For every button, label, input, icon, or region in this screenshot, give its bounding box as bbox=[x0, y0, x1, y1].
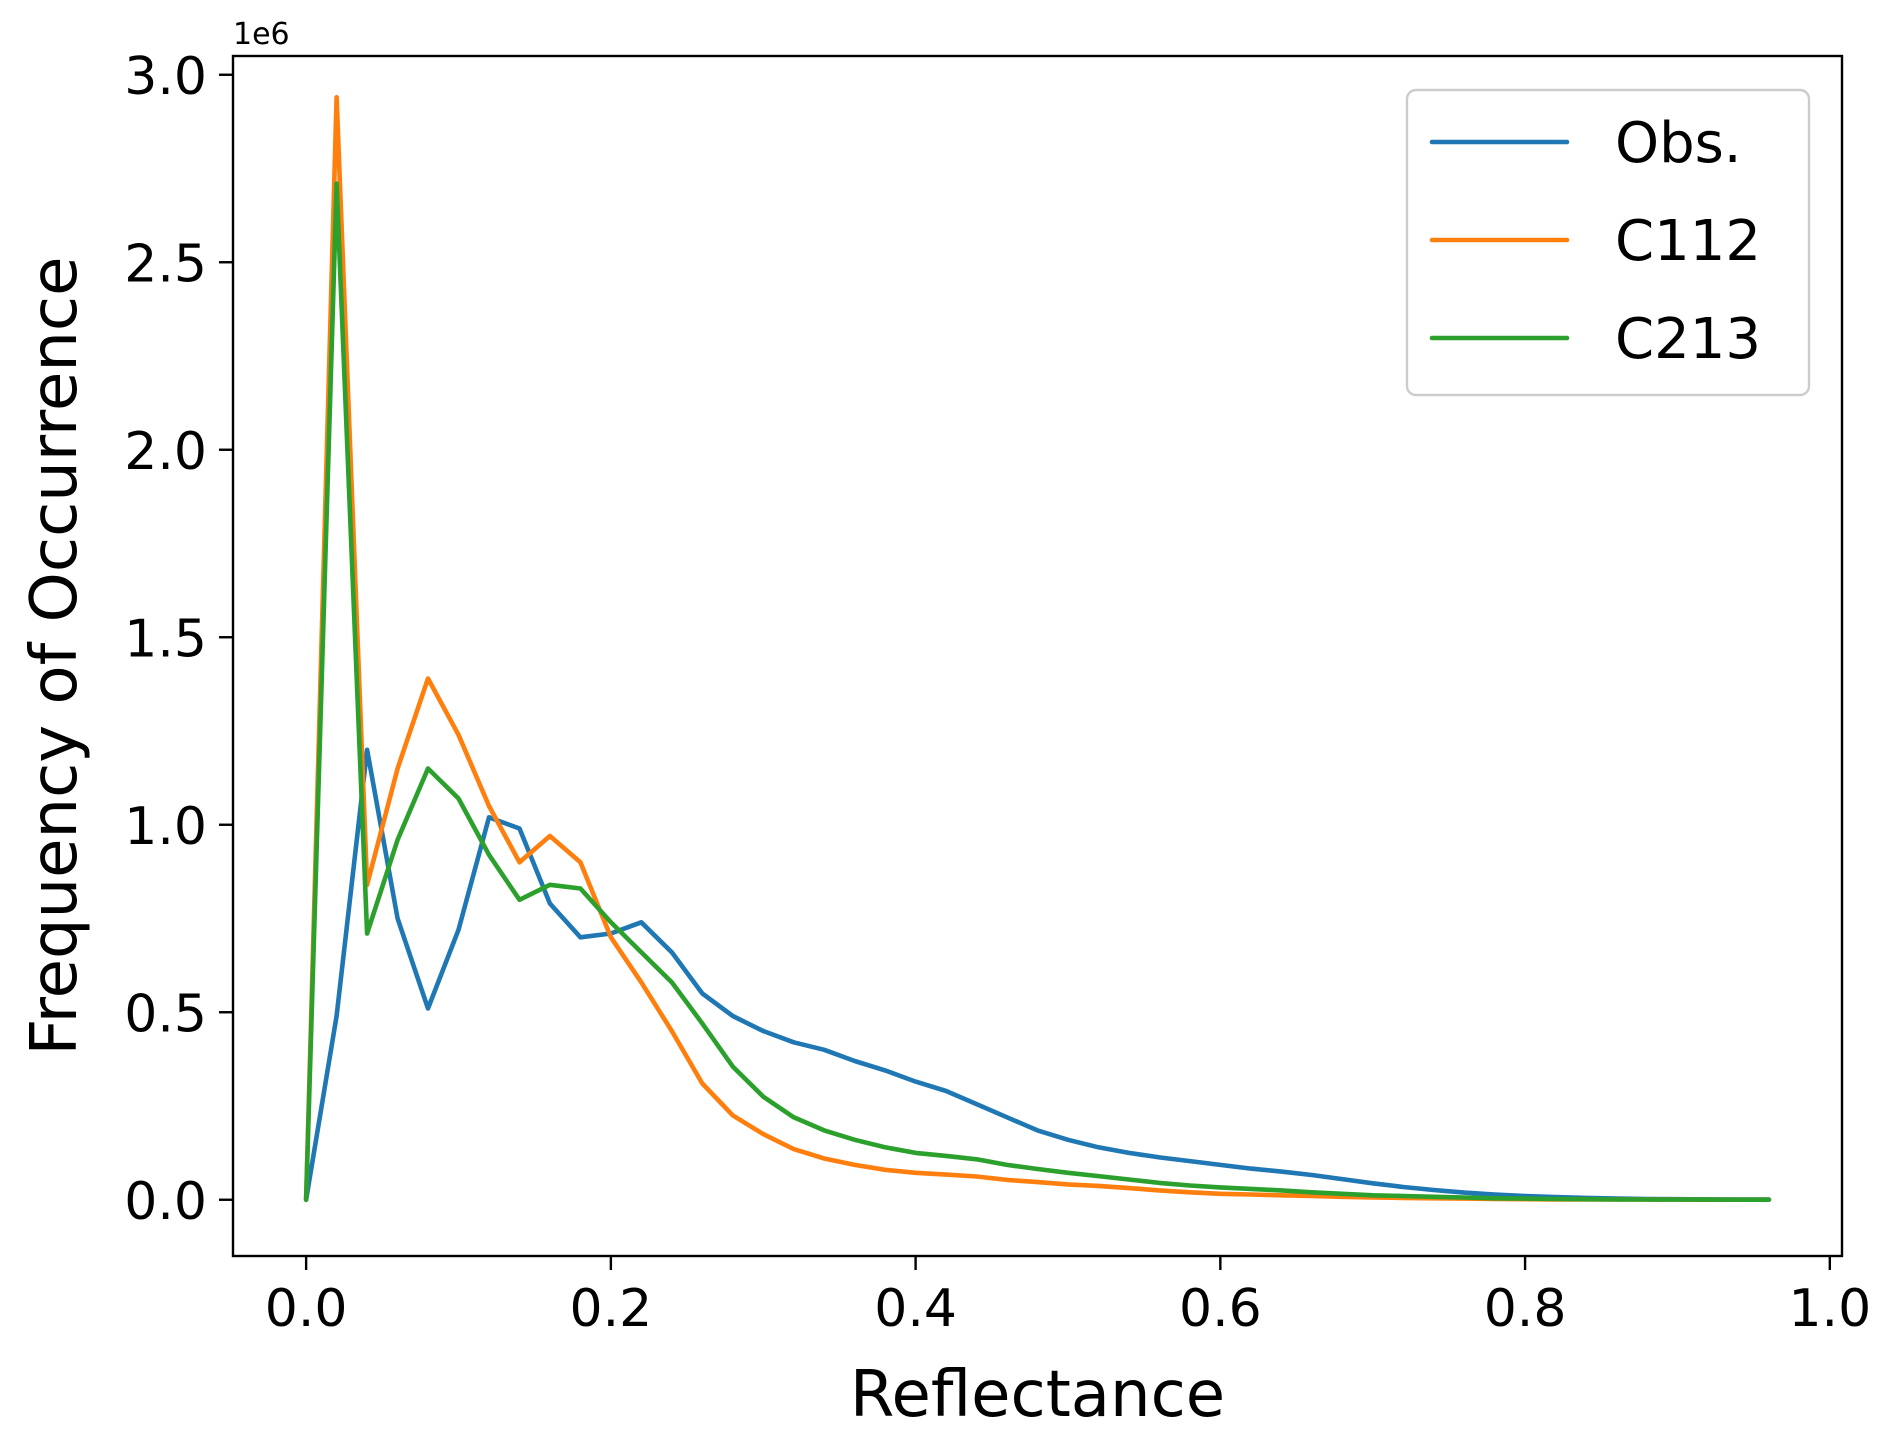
x-tick-label: 0.4 bbox=[874, 1279, 957, 1339]
x-axis-title: Reflectance bbox=[850, 1358, 1225, 1432]
legend: Obs. C112 C213 bbox=[1405, 88, 1811, 397]
axis-ticks: 0.0 0.2 0.4 0.6 0.8 1.0 0.0 0.5 1.0 1.5 2.0 2.5 3.0 bbox=[124, 47, 1871, 1339]
plot-frame bbox=[231, 54, 1844, 1258]
series-line-c213 bbox=[303, 181, 1772, 1203]
y-tick-label: 0.0 bbox=[124, 1172, 207, 1232]
x-tick-label: 0.0 bbox=[265, 1279, 348, 1339]
y-tick-label: 2.0 bbox=[124, 422, 207, 482]
series-line-obs bbox=[303, 747, 1772, 1203]
y-tick-label: 2.5 bbox=[124, 234, 207, 294]
legend-entry-label: C213 bbox=[1615, 307, 1761, 372]
y-tick-label: 1.5 bbox=[124, 609, 207, 669]
x-tick-label: 1.0 bbox=[1788, 1279, 1871, 1339]
y-tick-label: 0.5 bbox=[124, 984, 207, 1044]
y-tick-label: 1.0 bbox=[124, 797, 207, 857]
plot-area bbox=[303, 95, 1772, 1203]
y-axis-title: Frequency of Occurrence bbox=[18, 257, 92, 1056]
y-tick-label: 3.0 bbox=[124, 47, 207, 107]
x-tick-label: 0.6 bbox=[1179, 1279, 1262, 1339]
legend-entry-label: C112 bbox=[1615, 209, 1761, 274]
y-axis-offset-label: 1e6 bbox=[233, 17, 290, 52]
x-tick-label: 0.8 bbox=[1484, 1279, 1567, 1339]
legend-entry-label: Obs. bbox=[1615, 111, 1742, 176]
x-tick-label: 0.2 bbox=[570, 1279, 653, 1339]
legend-box bbox=[1405, 88, 1811, 397]
